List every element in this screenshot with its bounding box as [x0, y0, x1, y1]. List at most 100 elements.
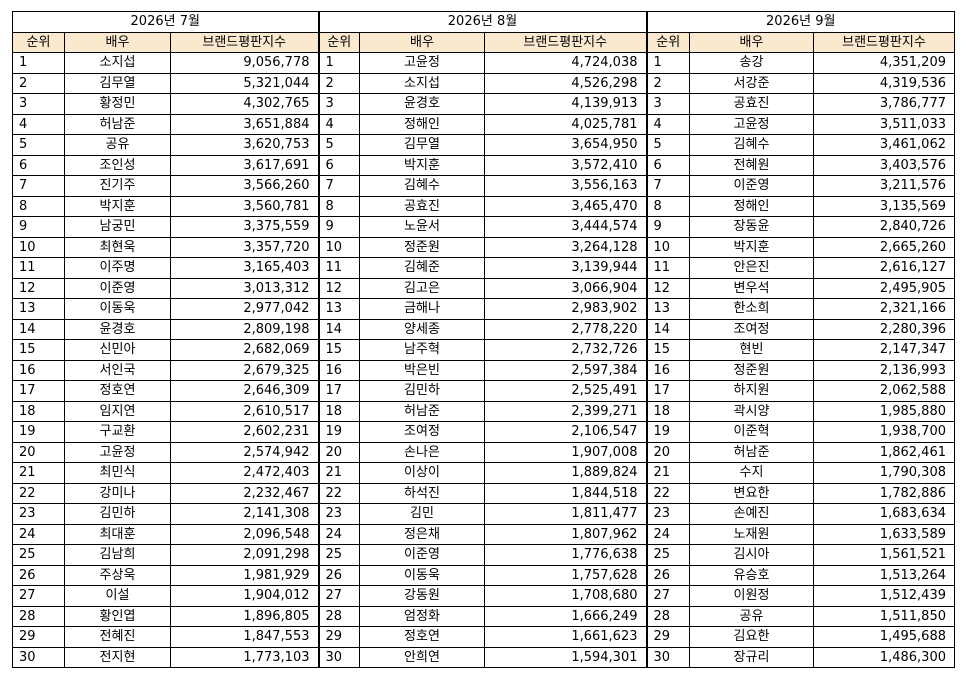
brand-index-cell: 1,938,700: [813, 421, 955, 443]
rank-cell: 14: [645, 318, 690, 340]
brand-index-cell: 1,904,012: [170, 585, 319, 607]
actor-name-cell: 김민하: [359, 380, 485, 402]
rank-cell: 10: [645, 236, 690, 258]
rank-cell: 26: [12, 564, 65, 586]
brand-index-cell: 1,844,518: [484, 482, 647, 504]
table-row: 16 서인국 2,679,325 16 박은빈 2,597,384 16 정준원 2,136,9…: [12, 359, 955, 381]
brand-index-cell: 1,511,850: [813, 605, 955, 627]
table-row: 18 임지연 2,610,517 18 허남준 2,399,271 18 곽시양 1,985,8…: [12, 400, 955, 422]
column-header-row: 순위 배우 브랜드평판지수 순위 배우 브랜드평판지수 순위 배우 브랜드평판지…: [12, 31, 955, 53]
brand-index-cell: 3,654,950: [484, 134, 647, 156]
brand-index-cell: 3,556,163: [484, 175, 647, 197]
actor-name-cell: 이준영: [64, 277, 171, 299]
rank-cell: 5: [317, 134, 360, 156]
brand-index-cell: 3,211,576: [813, 175, 955, 197]
brand-index-cell: 3,617,691: [170, 154, 319, 176]
brand-index-cell: 1,896,805: [170, 605, 319, 627]
brand-index-cell: 2,778,220: [484, 318, 647, 340]
actor-name-cell: 곽시양: [689, 400, 814, 422]
table-row: 11 이주명 3,165,403 11 김혜준 3,139,944 11 안은진 2,616,1…: [12, 257, 955, 279]
rank-cell: 12: [645, 277, 690, 299]
header-actor: 배우: [359, 31, 485, 53]
brand-index-cell: 1,633,589: [813, 523, 955, 545]
month-title-july: 2026년 7월: [12, 11, 319, 33]
brand-index-cell: 1,862,461: [813, 441, 955, 463]
brand-index-cell: 1,683,634: [813, 503, 955, 525]
actor-name-cell: 허남준: [359, 400, 485, 422]
brand-index-cell: 4,139,913: [484, 93, 647, 115]
table-row: 3 황정민 4,302,765 3 윤경호 4,139,913 3 공효진 3,786,777: [12, 93, 955, 115]
table-row: 13 이동욱 2,977,042 13 금해나 2,983,902 13 한소희 2,321,1…: [12, 298, 955, 320]
rank-cell: 8: [645, 195, 690, 217]
actor-name-cell: 신민아: [64, 339, 171, 361]
actor-name-cell: 엄정화: [359, 605, 485, 627]
actor-name-cell: 김요한: [689, 626, 814, 648]
rank-cell: 4: [317, 113, 360, 135]
table-row: 22 강미나 2,232,467 22 하석진 1,844,518 22 변요한 1,782,8…: [12, 482, 955, 504]
brand-index-cell: 2,096,548: [170, 523, 319, 545]
rank-cell: 9: [317, 216, 360, 238]
actor-name-cell: 한소희: [689, 298, 814, 320]
rank-cell: 8: [317, 195, 360, 217]
rank-cell: 16: [12, 359, 65, 381]
rank-cell: 3: [12, 93, 65, 115]
rank-cell: 5: [12, 134, 65, 156]
actor-name-cell: 남주혁: [359, 339, 485, 361]
actor-name-cell: 서인국: [64, 359, 171, 381]
brand-index-cell: 2,136,993: [813, 359, 955, 381]
rank-cell: 29: [317, 626, 360, 648]
brand-index-cell: 2,062,588: [813, 380, 955, 402]
table-row: 21 최민식 2,472,403 21 이상이 1,889,824 21 수지 1,790,30…: [12, 462, 955, 484]
table-row: 28 황인엽 1,896,805 28 엄정화 1,666,249 28 공유 1,511,85…: [12, 605, 955, 627]
rank-cell: 14: [12, 318, 65, 340]
brand-index-cell: 2,610,517: [170, 400, 319, 422]
actor-name-cell: 박은빈: [359, 359, 485, 381]
month-title-september: 2026년 9월: [645, 11, 955, 33]
table-row: 1 소지섭 9,056,778 1 고윤정 4,724,038 1 송강 4,351,209: [12, 52, 955, 74]
rank-cell: 1: [12, 52, 65, 74]
brand-index-cell: 3,572,410: [484, 154, 647, 176]
actor-name-cell: 박지훈: [689, 236, 814, 258]
brand-index-cell: 3,786,777: [813, 93, 955, 115]
rank-cell: 28: [645, 605, 690, 627]
actor-name-cell: 고윤정: [64, 441, 171, 463]
rank-cell: 13: [317, 298, 360, 320]
actor-name-cell: 송강: [689, 52, 814, 74]
rank-cell: 6: [12, 154, 65, 176]
rank-cell: 1: [645, 52, 690, 74]
brand-index-cell: 1,708,680: [484, 585, 647, 607]
brand-index-cell: 2,682,069: [170, 339, 319, 361]
rank-cell: 21: [645, 462, 690, 484]
rank-cell: 6: [645, 154, 690, 176]
actor-name-cell: 이동욱: [359, 564, 485, 586]
rank-cell: 12: [12, 277, 65, 299]
brand-index-cell: 3,013,312: [170, 277, 319, 299]
header-actor: 배우: [64, 31, 171, 53]
rank-cell: 24: [645, 523, 690, 545]
rank-cell: 21: [12, 462, 65, 484]
rank-cell: 13: [12, 298, 65, 320]
rank-cell: 9: [12, 216, 65, 238]
actor-name-cell: 이준영: [359, 544, 485, 566]
brand-index-cell: 2,840,726: [813, 216, 955, 238]
rank-cell: 10: [317, 236, 360, 258]
brand-index-cell: 4,724,038: [484, 52, 647, 74]
brand-index-cell: 4,302,765: [170, 93, 319, 115]
rank-cell: 27: [12, 585, 65, 607]
rank-cell: 20: [12, 441, 65, 463]
rank-cell: 15: [12, 339, 65, 361]
rank-cell: 15: [317, 339, 360, 361]
actor-name-cell: 하지원: [689, 380, 814, 402]
rank-cell: 25: [317, 544, 360, 566]
actor-name-cell: 황정민: [64, 93, 171, 115]
rank-cell: 10: [12, 236, 65, 258]
brand-index-cell: 2,280,396: [813, 318, 955, 340]
rank-cell: 23: [12, 503, 65, 525]
rank-cell: 18: [645, 400, 690, 422]
rank-cell: 15: [645, 339, 690, 361]
rank-cell: 26: [317, 564, 360, 586]
actor-name-cell: 고윤정: [359, 52, 485, 74]
brand-index-cell: 1,594,301: [484, 646, 647, 668]
actor-name-cell: 소지섭: [359, 72, 485, 94]
brand-index-cell: 3,264,128: [484, 236, 647, 258]
